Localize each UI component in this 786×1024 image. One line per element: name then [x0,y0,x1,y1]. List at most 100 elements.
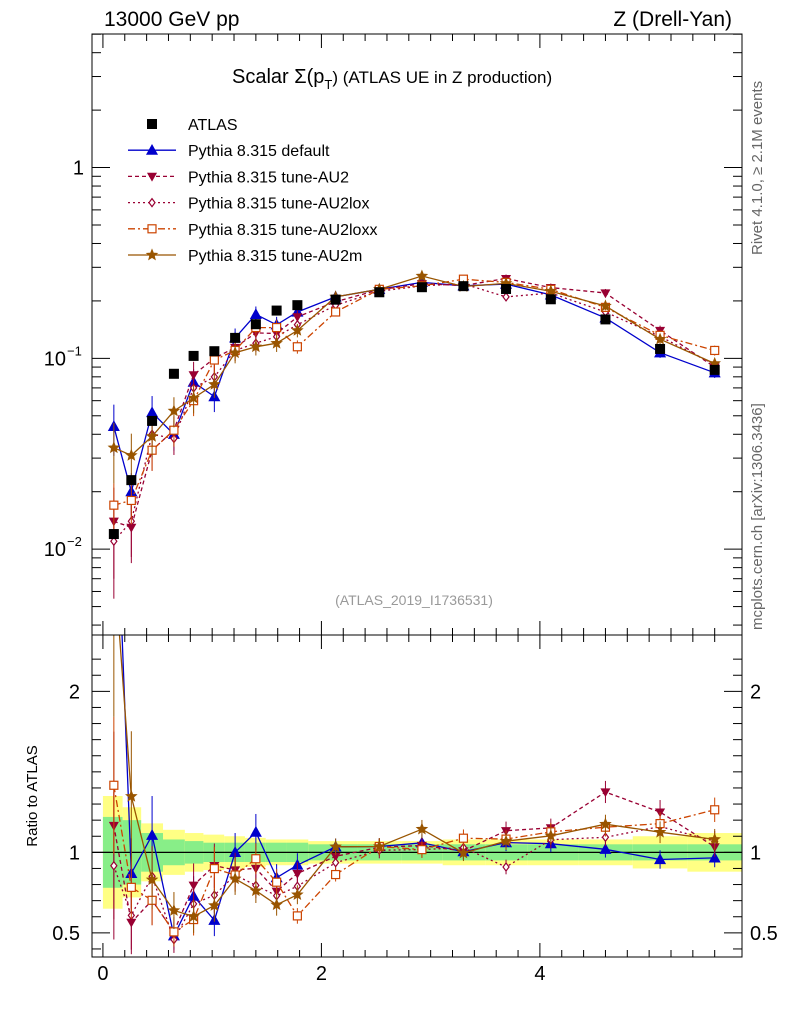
legend-atlas-marker [147,119,157,129]
atlas-data-point [108,529,119,540]
series-2-ratio-marker [502,861,510,872]
series-0-main-marker [146,406,159,418]
series-4-ratio-marker [653,825,667,838]
legend-series-marker [145,143,159,155]
ratio-y-tick-label-left: 2 [69,681,80,703]
series-4-ratio-marker [249,884,263,897]
series-0-ratio-marker [654,853,667,865]
atlas-data-point [501,283,512,294]
main-panel-series [107,269,721,599]
series-4-main-marker [249,340,263,353]
atlas-data-point [250,319,261,330]
series-3-main-marker [169,425,179,435]
series-4-main-marker [544,284,558,297]
series-4-ratio-marker [270,898,283,911]
ratio-panel-series [108,635,721,955]
series-4-ratio [113,635,721,933]
ratio-y-label: Ratio to ATLAS [24,745,41,846]
series-3-main-marker [292,342,302,352]
mcplots-label: mcplots.cern.ch [arXiv:1306.3436] [749,403,766,630]
series-4-main-marker [208,377,221,390]
series-4-ratio-marker [599,817,612,830]
atlas-data-point [374,287,385,298]
series-0-main [107,276,721,516]
series-3-ratio-marker [272,877,282,887]
header-left: 13000 GeV pp [104,8,239,31]
atlas-data-point [709,364,720,375]
series-3-ratio-marker [331,869,341,880]
series-4-ratio-marker [228,872,242,885]
legend-atlas-label: ATLAS [188,117,238,134]
series-4-ratio-marker [415,822,429,835]
atlas-data-point [147,415,158,426]
series-3-main-marker [109,500,119,510]
series-4-main-line [113,275,715,457]
series-2-ratio-marker [331,857,340,868]
legend: ATLAS Pythia 8.315 default Pythia 8.315 tu… [128,117,377,265]
series-4-ratio-marker [544,829,558,842]
main-y-tick-label: 1 [73,158,84,180]
series-4-ratio-marker [145,873,159,886]
series-1-main-marker [292,313,303,323]
series-3-ratio-marker [209,863,219,874]
series-3-main-line [113,278,715,506]
series-2-ratio [110,791,719,953]
x-tick-label: 0 [97,963,108,985]
series-2-ratio-marker [601,832,610,843]
axes: 0 2 410 −210 −110.5 0.51 12 2 [44,33,778,985]
series-4-main-marker [107,441,121,454]
series-4-ratio-marker [125,789,138,802]
series-1-ratio-marker [292,869,303,879]
series-4-ratio-marker [373,839,386,852]
series-0-ratio-marker [599,843,612,854]
series-3-main-marker [272,322,282,333]
main-y-tick-label: 10 [44,539,66,561]
atlas-data-point [600,314,611,325]
series-4-ratio-marker [457,846,470,859]
series-3-ratio-marker [458,833,469,843]
atlas-data [108,281,720,540]
atlas-data-point [126,475,137,486]
series-4-main-marker [167,404,181,417]
rivet-label: Rivet 4.1.0, ≥ 2.1M events [749,81,766,255]
legend-series-label: Pythia 8.315 tune-AU2lox [188,196,369,213]
series-3-main-marker [331,307,341,317]
ratio-y-tick-label-left: 1 [69,842,80,864]
analysis-label: (ATLAS_2019_I1736531) [335,592,493,608]
series-3-main-marker [710,345,720,356]
atlas-data-point [168,368,179,379]
series-3-ratio-marker [251,854,261,864]
series-2-main-marker [110,536,118,547]
atlas-data-point [188,350,199,361]
chart-title-prefix: Scalar Σ(p [232,66,324,88]
ratio-y-tick-label-right: 1 [750,842,761,864]
series-0-ratio-marker [146,828,159,840]
atlas-data-point [271,305,282,316]
series-4-ratio-marker [329,840,342,853]
series-4-main-marker [291,323,304,336]
ratio-y-tick-label-left: 0.5 [52,923,80,945]
series-4-main-marker [187,391,200,404]
series-3-ratio-marker [169,927,179,937]
series-4-ratio-marker [187,909,200,922]
atlas-data-point [655,343,666,354]
series-3-main-marker [209,355,219,365]
main-y-tick-exponent: −2 [67,534,82,549]
chart-title-suffix: ) (ATLAS UE in Z production) [332,68,552,87]
series-1-main-line [113,277,716,529]
series-3-main-marker [126,495,136,506]
series-3-ratio-marker [109,780,119,790]
series-4-ratio-marker [499,834,513,847]
series-4-main [107,269,721,485]
series-1-main [108,274,720,579]
series-4-main-marker [599,299,612,312]
series-3-ratio-marker [292,911,302,921]
series-2-main-marker [502,291,510,302]
series-4-ratio-marker [167,903,181,916]
chart-title: Scalar Σ(pT) (ATLAS UE in Z production) [232,66,552,92]
atlas-data-point [416,282,427,293]
legend-series-marker [148,197,156,208]
legend-series-label: Pythia 8.315 tune-AU2 [188,169,349,186]
legend-series-marker [147,224,157,234]
